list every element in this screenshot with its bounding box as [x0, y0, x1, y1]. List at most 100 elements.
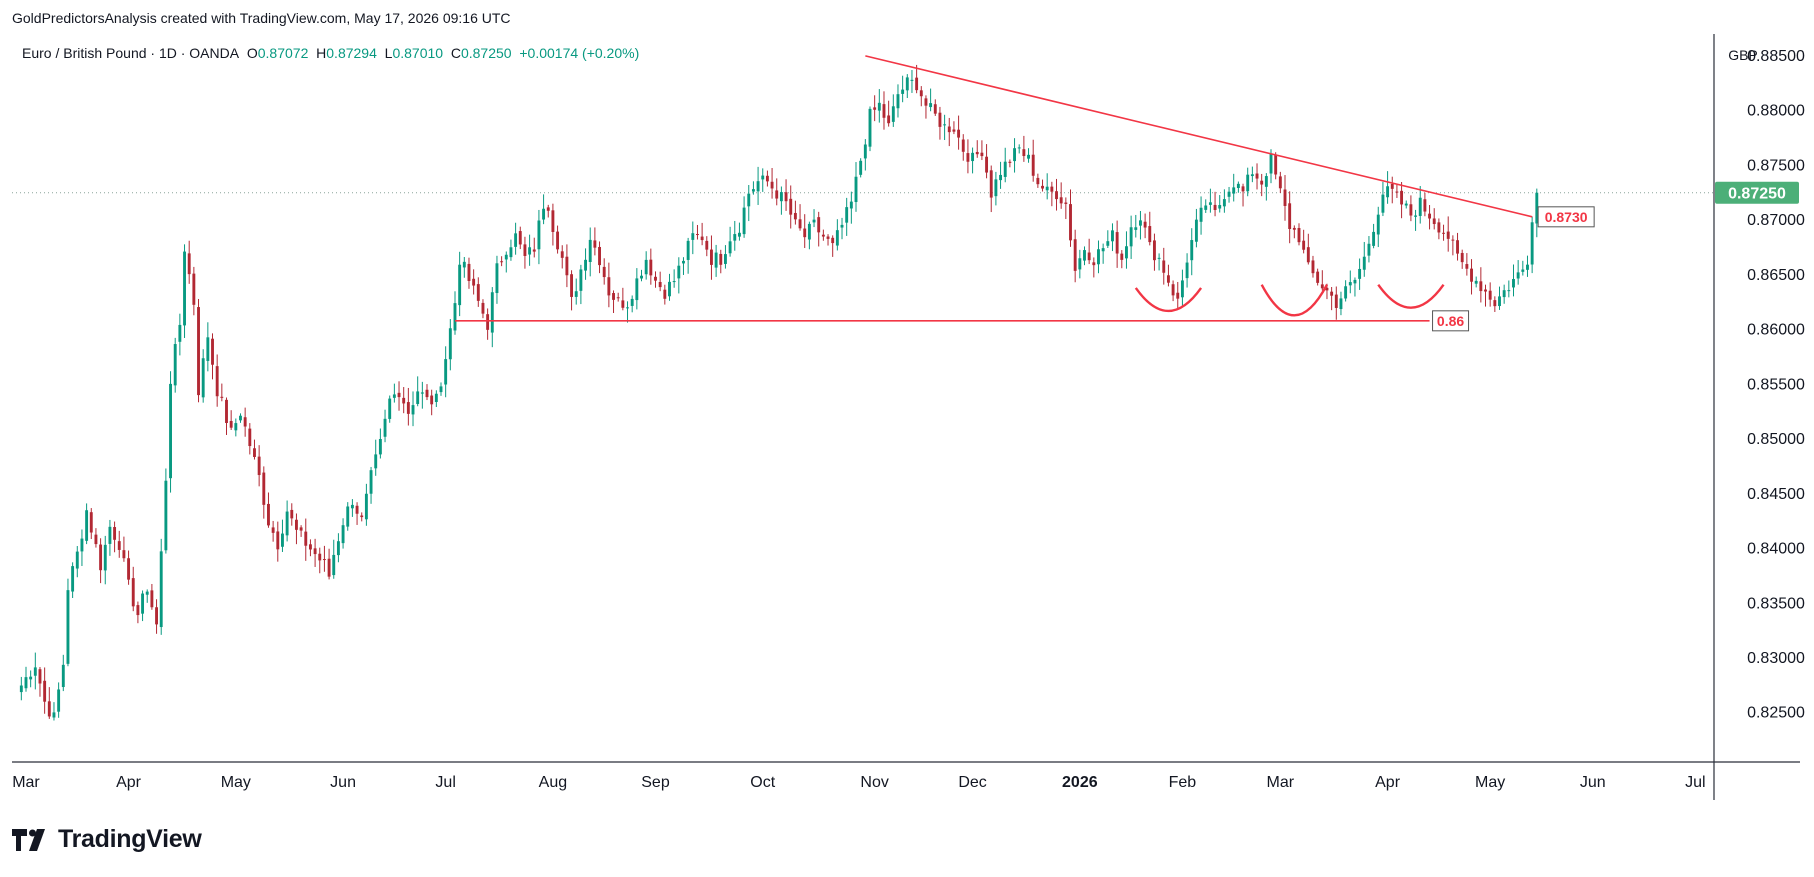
- candle-body: [108, 526, 112, 544]
- candle-body: [52, 712, 56, 718]
- candle-body: [341, 525, 345, 544]
- candle-body: [1073, 239, 1077, 271]
- candle-body: [243, 417, 247, 427]
- candle-body: [1176, 292, 1180, 299]
- candle-body: [523, 244, 527, 256]
- candle-body: [495, 263, 499, 294]
- candle-body: [1330, 291, 1334, 296]
- candle-body: [1274, 155, 1278, 175]
- candle-body: [654, 276, 657, 281]
- candle-body: [1395, 191, 1399, 193]
- candle-body: [24, 677, 28, 689]
- trendline-label: 0.8730: [1545, 209, 1588, 225]
- candle-body: [173, 344, 177, 386]
- candle-body: [737, 232, 741, 237]
- candle-body: [719, 253, 723, 265]
- candle-body: [1055, 191, 1058, 200]
- candle-body: [1050, 186, 1054, 192]
- candle-body: [691, 233, 695, 240]
- candle-body: [849, 201, 853, 209]
- candle-body: [943, 124, 947, 126]
- candle-body: [364, 493, 368, 520]
- candle-body: [453, 303, 457, 331]
- price-tick-label: 0.84500: [1747, 486, 1805, 503]
- candle-body: [1027, 154, 1030, 159]
- candle-body: [705, 240, 709, 250]
- candle-body: [1451, 239, 1455, 241]
- candle-body: [1502, 290, 1506, 298]
- candle-body: [392, 394, 396, 398]
- candle-body: [1139, 220, 1142, 226]
- candle-body: [1148, 226, 1152, 243]
- time-tick-label: Jun: [330, 774, 356, 791]
- candle-body: [1418, 197, 1422, 216]
- tradingview-logo[interactable]: TradingView: [12, 825, 202, 854]
- open-label: O: [246, 45, 258, 61]
- candle-body: [1232, 187, 1236, 194]
- candle-body: [486, 314, 490, 330]
- candle-body: [225, 399, 228, 423]
- candle-body: [518, 231, 522, 245]
- candle-body: [733, 234, 737, 241]
- candle-body: [504, 254, 508, 260]
- candle-body: [411, 405, 415, 415]
- price-tick-label: 0.87000: [1747, 212, 1805, 229]
- candle-body: [1311, 260, 1315, 274]
- candle-body: [1031, 154, 1035, 176]
- candle-body: [327, 558, 331, 577]
- candle-body: [700, 236, 704, 241]
- candle-body: [346, 506, 350, 527]
- candle-body: [276, 531, 280, 550]
- time-tick-label: May: [1475, 774, 1505, 791]
- candle-body: [187, 253, 191, 275]
- candle-body: [905, 77, 909, 91]
- candle-body: [239, 415, 242, 421]
- price-tick-label: 0.85500: [1747, 376, 1805, 393]
- candle-body: [1498, 296, 1501, 307]
- candle-body: [169, 383, 172, 479]
- bottom-pattern-arc: [1134, 287, 1203, 313]
- candle-layer: [19, 64, 1539, 721]
- candle-body: [532, 249, 536, 252]
- candle-body: [854, 176, 858, 203]
- candle-body: [29, 676, 33, 680]
- candle-body: [1255, 173, 1259, 179]
- candle-body: [1512, 278, 1515, 288]
- candle-body: [1386, 186, 1390, 198]
- candle-body: [975, 151, 979, 155]
- change-value: +0.00174 (+0.20%): [519, 45, 640, 61]
- candle-body: [672, 281, 676, 283]
- candle-body: [859, 160, 863, 175]
- candle-body: [1372, 231, 1376, 246]
- candle-body: [649, 259, 653, 276]
- low-label: L: [384, 45, 393, 61]
- candle-body: [1521, 269, 1525, 272]
- candle-body: [621, 300, 625, 308]
- high-label: H: [316, 45, 327, 61]
- candle-body: [887, 115, 891, 124]
- candle-body: [1115, 232, 1119, 254]
- candle-body: [1423, 199, 1427, 212]
- time-tick-label: Mar: [1267, 774, 1295, 791]
- candle-body: [430, 395, 434, 405]
- candle-body: [751, 189, 755, 192]
- candle-body: [873, 107, 877, 110]
- candle-body: [784, 192, 788, 202]
- candle-body: [1535, 192, 1539, 224]
- candle-body: [131, 578, 135, 607]
- candle-body: [1302, 240, 1306, 250]
- candle-body: [490, 292, 494, 333]
- candle-body: [383, 418, 387, 437]
- candle-body: [425, 389, 429, 398]
- candle-body: [714, 252, 718, 268]
- candle-body: [509, 247, 513, 258]
- candle-body: [500, 261, 504, 263]
- candle-body: [355, 505, 359, 514]
- candle-body: [145, 591, 149, 595]
- candle-body: [150, 590, 154, 608]
- candle-body: [840, 224, 844, 228]
- candle-body: [1493, 300, 1497, 307]
- candle-body: [290, 509, 294, 519]
- candle-body: [1125, 246, 1128, 259]
